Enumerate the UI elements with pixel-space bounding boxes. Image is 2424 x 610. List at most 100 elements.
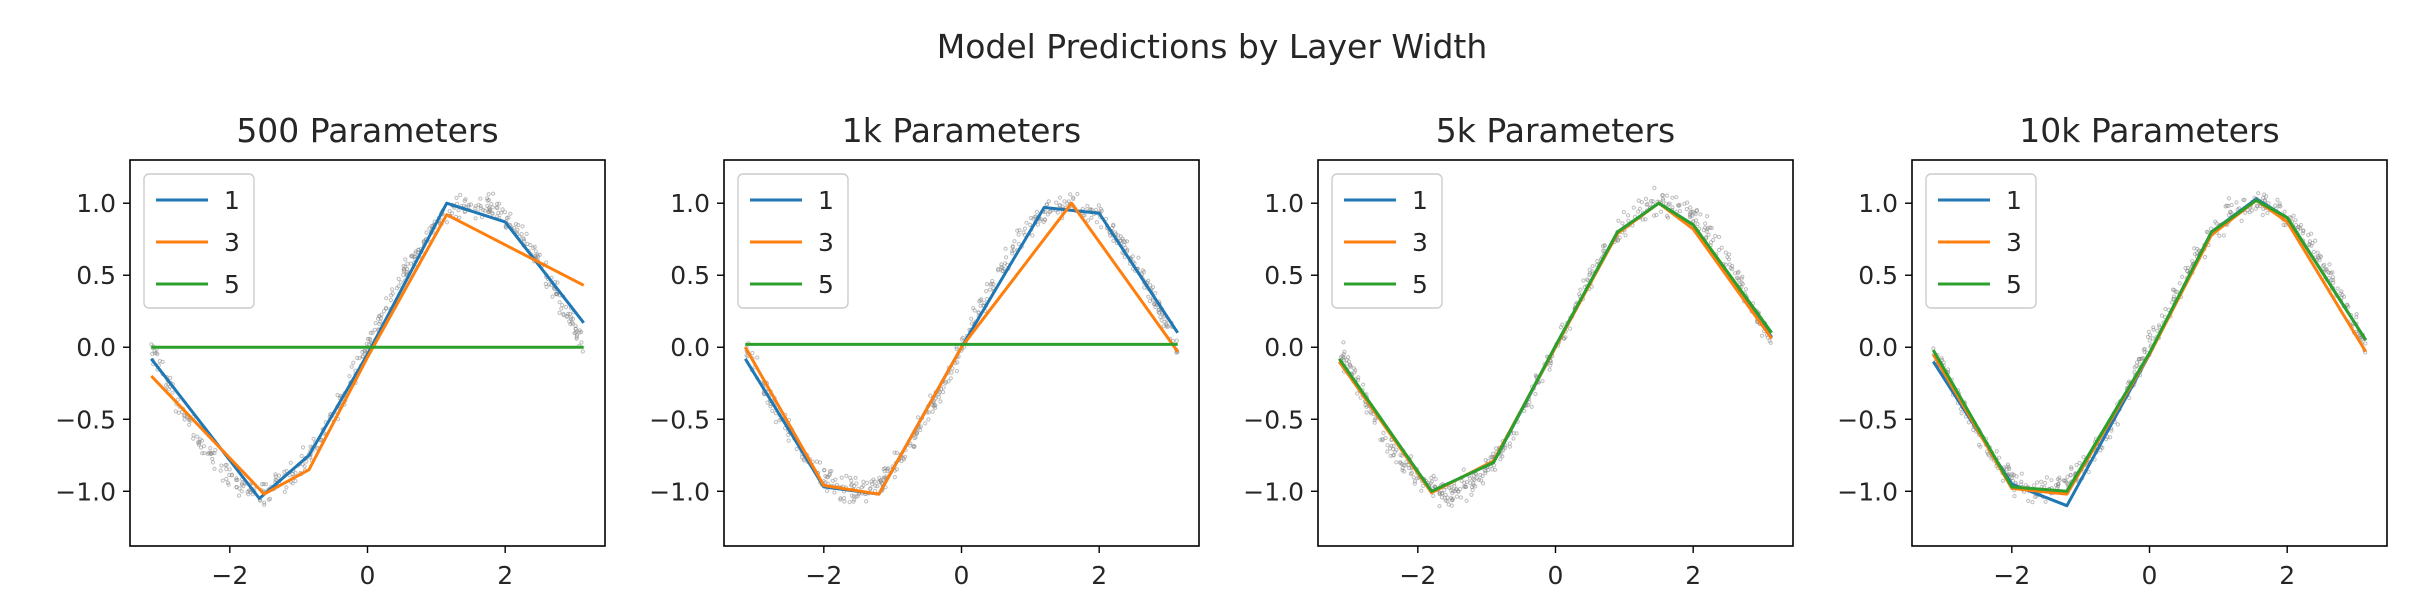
sample-point bbox=[1454, 494, 1460, 499]
sample-point bbox=[2344, 302, 2350, 307]
legend-label: 5 bbox=[1412, 270, 1428, 299]
sample-point bbox=[1461, 467, 1466, 472]
sample-point bbox=[2281, 222, 2286, 227]
sample-point bbox=[1590, 269, 1595, 274]
sample-point bbox=[1660, 196, 1666, 201]
y-tick-label: −0.5 bbox=[649, 405, 710, 434]
sample-point bbox=[559, 306, 564, 311]
sample-point bbox=[284, 468, 289, 474]
sample-point bbox=[1670, 195, 1675, 200]
sample-point bbox=[2306, 232, 2311, 238]
sample-point bbox=[1621, 210, 1627, 215]
x-tick-label: 0 bbox=[2142, 561, 2158, 590]
sample-point bbox=[1644, 202, 1649, 207]
sample-point bbox=[1130, 254, 1135, 259]
sample-point bbox=[187, 422, 192, 427]
series-line-3 bbox=[743, 201, 1179, 496]
sample-point bbox=[302, 464, 307, 469]
sample-point bbox=[519, 232, 524, 237]
sample-point bbox=[1677, 209, 1683, 214]
sample-point bbox=[825, 488, 830, 494]
sample-point bbox=[2019, 479, 2024, 484]
sample-point bbox=[424, 230, 429, 235]
sample-point bbox=[1578, 287, 1583, 292]
x-tick-label: 2 bbox=[497, 561, 513, 590]
sample-point bbox=[208, 446, 213, 451]
sample-point bbox=[555, 280, 560, 285]
y-tick-label: −1.0 bbox=[1243, 477, 1304, 506]
sample-point bbox=[1394, 447, 1399, 452]
y-tick-label: 1.0 bbox=[670, 189, 710, 218]
sample-point bbox=[849, 493, 855, 498]
sample-point bbox=[2213, 219, 2218, 224]
sample-point bbox=[1445, 495, 1450, 500]
sample-point bbox=[152, 349, 157, 354]
sample-point bbox=[225, 480, 230, 485]
sample-point bbox=[1342, 349, 1347, 354]
sample-point bbox=[851, 494, 857, 499]
y-tick-label: 1.0 bbox=[1858, 189, 1898, 218]
sample-point bbox=[923, 421, 928, 426]
sample-point bbox=[574, 336, 579, 341]
sample-point bbox=[770, 408, 775, 413]
sample-point bbox=[1412, 481, 1417, 486]
sample-point bbox=[1511, 436, 1516, 441]
sample-point bbox=[1469, 484, 1475, 490]
sample-point bbox=[1469, 492, 1474, 497]
sample-point bbox=[290, 472, 295, 477]
series-line-5 bbox=[1931, 198, 2367, 493]
sample-point bbox=[2100, 445, 2105, 450]
sample-point bbox=[273, 472, 278, 477]
sample-point bbox=[191, 433, 196, 438]
sample-point bbox=[1615, 238, 1621, 243]
sample-point bbox=[1684, 207, 1689, 212]
sample-point bbox=[2049, 478, 2054, 483]
sample-point bbox=[2065, 474, 2070, 479]
sample-point bbox=[849, 478, 854, 483]
x-tick-label: −2 bbox=[1399, 561, 1436, 590]
sample-point bbox=[878, 478, 883, 483]
sample-point bbox=[1348, 364, 1353, 369]
sample-point bbox=[1442, 487, 1447, 493]
sample-point bbox=[373, 321, 378, 326]
y-tick-label: 0.5 bbox=[1264, 261, 1304, 290]
sample-point bbox=[1437, 491, 1442, 497]
x-tick-label: 2 bbox=[2279, 561, 2295, 590]
sample-point bbox=[1429, 479, 1435, 484]
sample-point bbox=[1479, 478, 1484, 483]
sample-point bbox=[288, 460, 293, 465]
sample-point bbox=[1372, 418, 1377, 423]
legend-label: 5 bbox=[2006, 270, 2022, 299]
sample-point bbox=[1558, 325, 1564, 330]
sample-point bbox=[915, 431, 920, 436]
sample-point bbox=[227, 467, 232, 472]
sample-point bbox=[938, 399, 943, 404]
x-tick-label: 2 bbox=[1685, 561, 1701, 590]
sample-point bbox=[504, 225, 509, 230]
sample-point bbox=[2109, 428, 2114, 433]
sample-point bbox=[1150, 285, 1156, 290]
sample-point bbox=[2226, 196, 2232, 201]
y-tick-label: 0.0 bbox=[670, 333, 710, 362]
sample-point bbox=[2148, 333, 2153, 338]
legend-label: 3 bbox=[818, 228, 834, 257]
sample-point bbox=[170, 390, 175, 395]
legend-label: 5 bbox=[224, 270, 240, 299]
sample-point bbox=[2174, 289, 2180, 294]
sample-point bbox=[1062, 199, 1067, 204]
sample-point bbox=[1161, 324, 1166, 329]
sample-point bbox=[157, 359, 162, 364]
sample-point bbox=[1042, 217, 1047, 222]
sample-point bbox=[1733, 271, 1738, 276]
sample-point bbox=[2300, 231, 2305, 236]
sample-point bbox=[1398, 452, 1403, 458]
sample-point bbox=[2256, 191, 2261, 196]
sample-point bbox=[1985, 451, 1991, 456]
sample-point bbox=[533, 249, 538, 254]
sample-point bbox=[2170, 300, 2175, 305]
y-tick-label: −0.5 bbox=[1837, 405, 1898, 434]
sample-point bbox=[1525, 403, 1531, 408]
sample-point bbox=[2313, 238, 2318, 243]
sample-point bbox=[2339, 289, 2344, 294]
